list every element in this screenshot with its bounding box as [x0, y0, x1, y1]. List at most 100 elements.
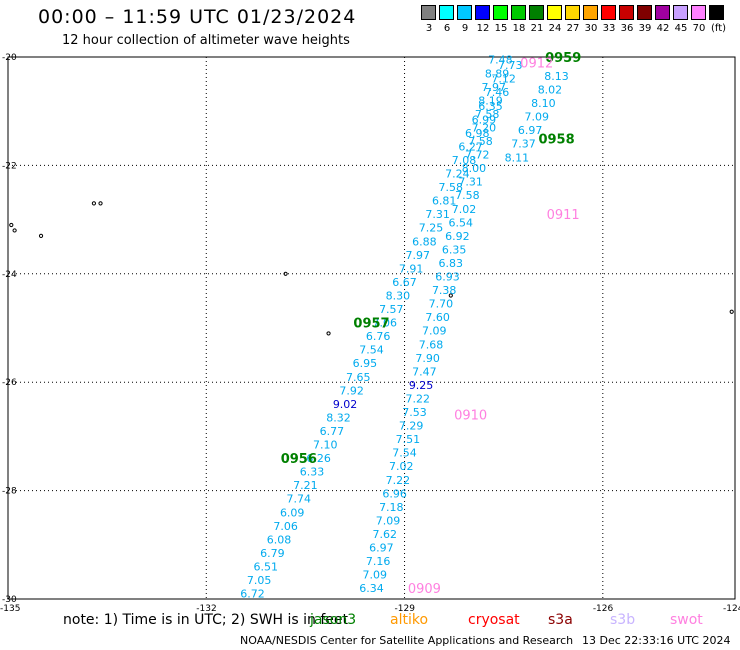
scale-label: 24 — [548, 23, 562, 34]
footer-note: note: 1) Time is in UTC; 2) SWH is in fe… — [63, 612, 349, 628]
wave-height-reading: 8.11 — [505, 151, 530, 164]
wave-height-reading: 7.72 — [465, 149, 490, 162]
scale-swatch — [457, 5, 472, 20]
lon-tick-label: -135 — [0, 604, 20, 614]
scale-label: 3 — [425, 23, 433, 34]
scale-swatch — [511, 5, 526, 20]
scale-swatch — [619, 5, 634, 20]
wave-height-reading: 7.97 — [406, 249, 431, 262]
wave-height-reading: 7.48 — [488, 54, 513, 67]
lat-tick-label: -28 — [2, 487, 17, 497]
wave-height-reading: 7.38 — [432, 284, 457, 297]
wave-height-reading: 7.91 — [399, 262, 424, 275]
pass-time-label: 0911 — [547, 208, 580, 223]
scale-swatch — [421, 5, 436, 20]
scale-label: 39 — [638, 23, 652, 34]
wave-height-reading: 7.57 — [379, 303, 404, 316]
wave-height-reading: 7.06 — [372, 317, 397, 330]
wave-height-reading: 7.08 — [452, 154, 477, 167]
wave-height-reading: 8.10 — [531, 97, 556, 110]
island-outline — [38, 233, 44, 238]
scale-label: 70 — [692, 23, 706, 34]
wave-height-reading: 8.89 — [485, 67, 510, 80]
wave-height-reading: 6.88 — [412, 235, 437, 248]
wave-height-reading: 7.37 — [511, 138, 536, 151]
scale-label: 18 — [512, 23, 526, 34]
scale-swatch — [691, 5, 706, 20]
wave-height-reading: 7.06 — [273, 520, 298, 533]
wave-height-reading: 6.08 — [267, 533, 292, 546]
scale-label: 6 — [443, 23, 451, 34]
wave-height-reading: 7.58 — [475, 108, 500, 121]
satellite-legend-cryosat: cryosat — [468, 612, 520, 628]
wave-height-reading: 7.31 — [458, 176, 483, 189]
wave-height-reading: 7.58 — [468, 135, 493, 148]
wave-height-reading: 7.25 — [419, 222, 444, 235]
wave-height-reading: 7.70 — [429, 298, 454, 311]
wave-height-reading: 7.46 — [485, 86, 510, 99]
pass-time-label: 0959 — [545, 51, 581, 66]
wave-height-reading: 7.54 — [392, 447, 417, 460]
wave-height-reading: 6.99 — [472, 113, 497, 126]
wave-height-reading: 7.09 — [524, 111, 549, 124]
island-outline — [283, 271, 288, 276]
wave-height-reading: 6.33 — [300, 466, 325, 479]
scale-swatch — [475, 5, 490, 20]
wave-height-reading: 6.95 — [353, 357, 378, 370]
wave-height-reading: 7.18 — [379, 501, 404, 514]
wave-height-reading: 8.19 — [478, 94, 503, 107]
lat-tick-label: -30 — [2, 595, 17, 605]
credit-line: NOAA/NESDIS Center for Satellite Applica… — [240, 634, 574, 647]
scale-label: 30 — [584, 23, 598, 34]
wave-height-reading: 6.67 — [392, 276, 417, 289]
wave-height-reading: 7.74 — [287, 493, 312, 506]
lon-tick-label: -124 — [723, 604, 740, 614]
wave-height-reading: 6.97 — [369, 542, 394, 555]
wave-height-reading: 6.96 — [382, 487, 407, 500]
wave-height-reading: 7.22 — [386, 474, 411, 487]
wave-height-reading: 6.54 — [448, 216, 473, 229]
island-outline — [326, 331, 331, 336]
wave-height-reading: 7.58 — [455, 189, 480, 202]
wave-height-reading: 7.62 — [372, 528, 397, 541]
scale-label: 42 — [656, 23, 670, 34]
wave-height-reading: 6.77 — [320, 425, 345, 438]
wave-height-reading: 8.32 — [326, 411, 351, 424]
scale-label: 15 — [494, 23, 508, 34]
wave-height-reading: 6.79 — [260, 547, 285, 560]
scale-swatch — [637, 5, 652, 20]
island-outline — [448, 293, 453, 298]
scale-swatch — [601, 5, 616, 20]
satellite-legend-swot: swot — [670, 612, 703, 628]
wave-height-reading: 7.02 — [389, 460, 414, 473]
wave-height-reading: 6.72 — [240, 588, 265, 601]
pass-time-label: 0958 — [538, 132, 574, 147]
wave-height-reading: 6.83 — [439, 257, 464, 270]
wave-height-reading: 8.13 — [544, 70, 569, 83]
scale-swatch — [709, 5, 724, 20]
wave-height-reading: 7.58 — [439, 181, 464, 194]
map-frame — [7, 56, 736, 600]
wave-height-reading: 6.34 — [359, 582, 384, 595]
wave-height-reading: 7.12 — [491, 73, 516, 86]
island-outline — [729, 309, 734, 314]
wave-height-reading: 7.20 — [472, 121, 497, 134]
wave-height-reading: 7.65 — [346, 371, 371, 384]
scale-swatch — [673, 5, 688, 20]
wave-height-reading: 7.31 — [425, 208, 450, 221]
wave-height-reading: 6.93 — [435, 271, 460, 284]
scale-label: 45 — [674, 23, 688, 34]
wave-height-reading: 7.16 — [366, 555, 391, 568]
satellite-legend-jason3: jason3 — [310, 612, 357, 628]
wave-height-reading: 7.73 — [498, 59, 523, 72]
satellite-legend-altiko: altiko — [390, 612, 429, 628]
scale-unit: (ft) — [711, 23, 727, 34]
wave-height-reading: 7.90 — [415, 352, 440, 365]
wave-height-reading: 9.02 — [333, 398, 358, 411]
pass-time-label: 0909 — [408, 582, 441, 597]
wave-height-reading: 6.92 — [445, 230, 470, 243]
generated-timestamp: 13 Dec 22:33:16 UTC 2024 — [582, 634, 731, 647]
wave-height-reading: 6.35 — [442, 243, 467, 256]
lat-tick-label: -20 — [2, 53, 17, 63]
wave-height-reading: 6.26 — [306, 452, 331, 465]
